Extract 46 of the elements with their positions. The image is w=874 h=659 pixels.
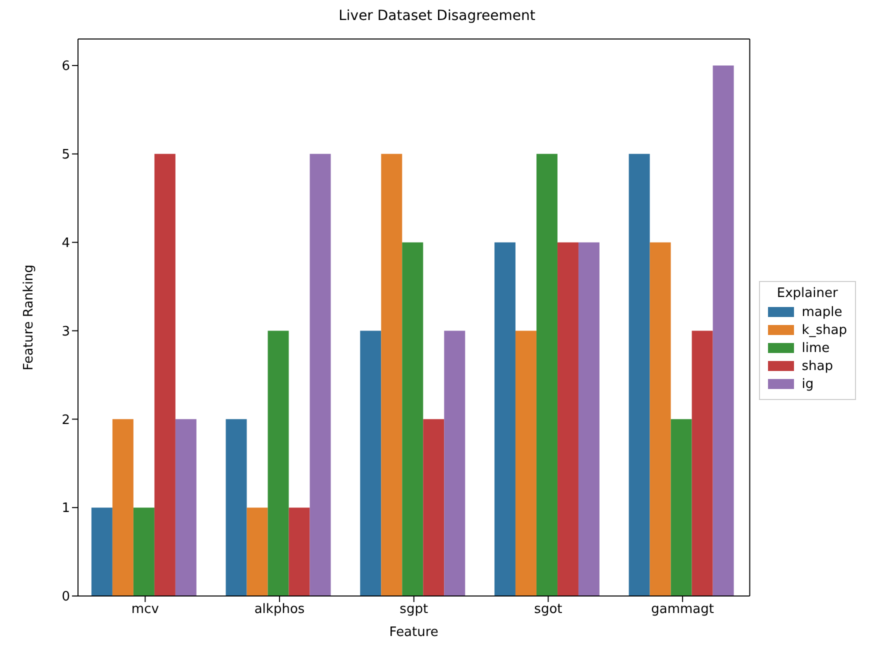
bar (650, 242, 671, 596)
legend-label: maple (802, 304, 842, 320)
bar (154, 154, 176, 596)
legend-label: shap (802, 358, 833, 374)
bar (91, 508, 112, 596)
y-tick-label: 6 (62, 59, 70, 74)
bar (628, 154, 650, 596)
y-tick-label: 3 (62, 324, 70, 340)
x-tick-label: alkphos (254, 602, 305, 618)
bar (226, 419, 247, 596)
legend-label: lime (802, 340, 830, 356)
bar (557, 242, 578, 596)
bar (310, 154, 331, 596)
bar (578, 242, 600, 596)
legend-title: Explainer (776, 286, 839, 300)
bar (536, 154, 558, 596)
x-tick-label: sgot (534, 602, 562, 618)
bar (692, 330, 713, 596)
y-tick-label: 5 (62, 148, 70, 163)
y-axis-title: Feature Ranking (22, 264, 37, 370)
x-tick-label: gammagt (651, 602, 714, 618)
y-tick-label: 1 (62, 501, 70, 516)
y-tick-label: 2 (62, 412, 70, 428)
legend-label: ig (802, 376, 814, 392)
y-tick-label: 4 (62, 236, 70, 251)
bar (494, 242, 516, 596)
x-tick-label: mcv (131, 602, 160, 618)
bar (515, 330, 536, 596)
chart-title: Liver Dataset Disagreement (338, 8, 536, 26)
bar (112, 419, 134, 596)
bar (246, 508, 268, 596)
x-axis-title: Feature (389, 625, 438, 640)
bar (444, 330, 466, 596)
bar (288, 508, 310, 596)
x-tick-label: sgpt (400, 602, 428, 618)
y-tick-label: 0 (62, 590, 70, 605)
bar (175, 419, 196, 596)
bar (268, 330, 289, 596)
bar (402, 242, 424, 596)
bar (360, 330, 382, 596)
bar (381, 154, 402, 596)
bar (423, 419, 444, 596)
legend-label: k_shap (802, 322, 847, 338)
bar (712, 66, 734, 596)
bar (133, 508, 154, 596)
bar (670, 419, 692, 596)
